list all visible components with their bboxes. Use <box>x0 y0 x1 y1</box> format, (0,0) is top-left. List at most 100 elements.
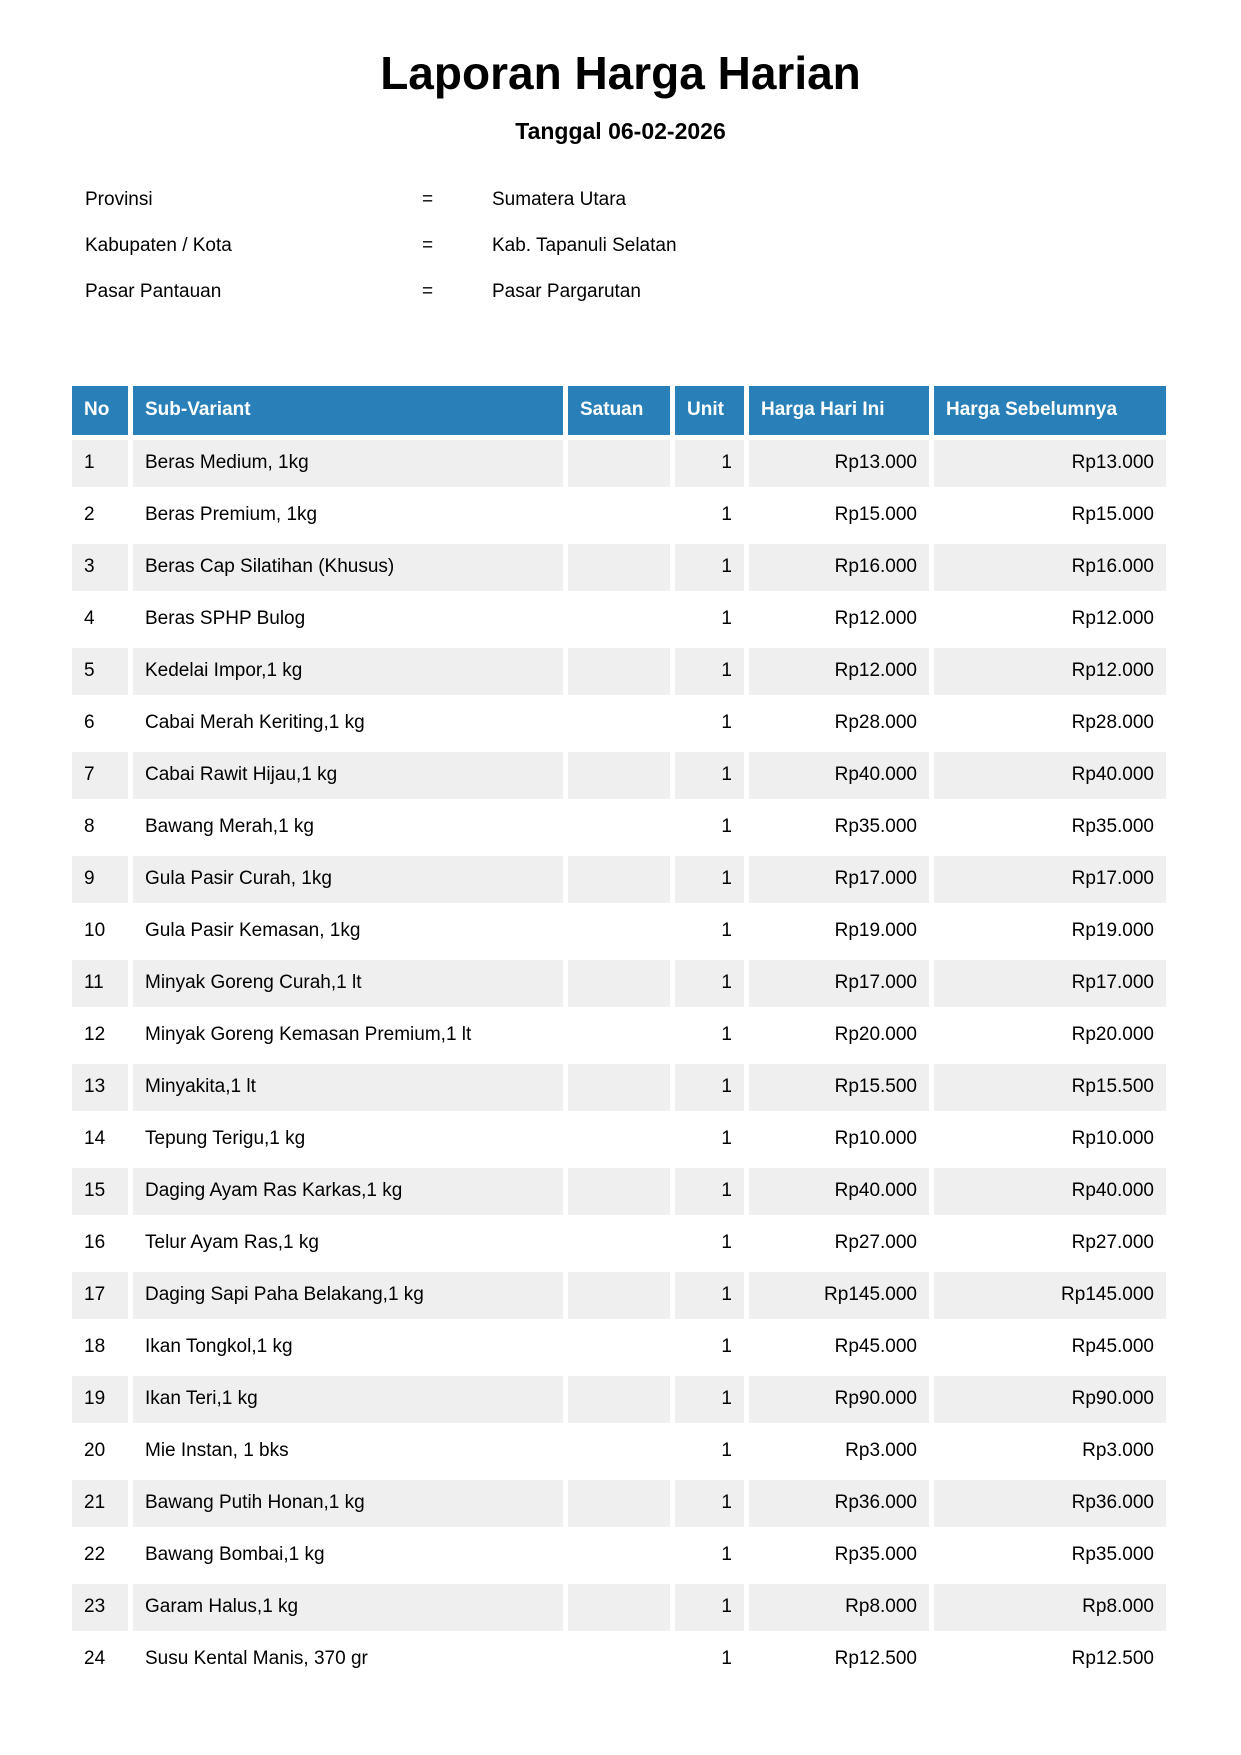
unit-cell: 1 <box>675 543 744 591</box>
provinsi-value: Sumatera Utara <box>492 188 627 210</box>
equals-sign: = <box>422 188 434 210</box>
unit-cell: 1 <box>675 1063 744 1111</box>
sub-variant-cell: Bawang Merah,1 kg <box>133 803 563 851</box>
harga-hari-ini-cell: Rp145.000 <box>749 1271 929 1319</box>
harga-sebelumnya-cell: Rp19.000 <box>934 907 1166 955</box>
sub-variant-cell: Kedelai Impor,1 kg <box>133 647 563 695</box>
table-row: 3 Beras Cap Silatihan (Khusus) 1 Rp16.00… <box>72 543 1166 591</box>
satuan-cell <box>568 959 670 1007</box>
sub-variant-cell: Bawang Bombai,1 kg <box>133 1531 563 1579</box>
column-header-harga-hari-ini: Harga Hari Ini <box>749 385 929 435</box>
harga-hari-ini-cell: Rp12.000 <box>749 647 929 695</box>
row-number-cell: 6 <box>72 699 128 747</box>
report-info: Provinsi = Sumatera Utara Kabupaten / Ko… <box>85 177 1241 315</box>
table-row: 10 Gula Pasir Kemasan, 1kg 1 Rp19.000 Rp… <box>72 907 1166 955</box>
harga-sebelumnya-cell: Rp40.000 <box>934 1167 1166 1215</box>
table-row: 11 Minyak Goreng Curah,1 lt 1 Rp17.000 R… <box>72 959 1166 1007</box>
unit-cell: 1 <box>675 1167 744 1215</box>
row-number-cell: 21 <box>72 1479 128 1527</box>
table-row: 18 Ikan Tongkol,1 kg 1 Rp45.000 Rp45.000 <box>72 1323 1166 1371</box>
satuan-cell <box>568 1531 670 1579</box>
satuan-cell <box>568 1271 670 1319</box>
sub-variant-cell: Mie Instan, 1 bks <box>133 1427 563 1475</box>
table-row: 13 Minyakita,1 lt 1 Rp15.500 Rp15.500 <box>72 1063 1166 1111</box>
row-number-cell: 24 <box>72 1635 128 1683</box>
harga-sebelumnya-cell: Rp35.000 <box>934 803 1166 851</box>
harga-sebelumnya-cell: Rp15.500 <box>934 1063 1166 1111</box>
sub-variant-cell: Ikan Tongkol,1 kg <box>133 1323 563 1371</box>
harga-sebelumnya-cell: Rp27.000 <box>934 1219 1166 1267</box>
satuan-cell <box>568 1479 670 1527</box>
table-row: 15 Daging Ayam Ras Karkas,1 kg 1 Rp40.00… <box>72 1167 1166 1215</box>
table-row: 12 Minyak Goreng Kemasan Premium,1 lt 1 … <box>72 1011 1166 1059</box>
row-number-cell: 18 <box>72 1323 128 1371</box>
satuan-cell <box>568 855 670 903</box>
unit-cell: 1 <box>675 1011 744 1059</box>
column-header-no: No <box>72 385 128 435</box>
unit-cell: 1 <box>675 1271 744 1319</box>
harga-sebelumnya-cell: Rp3.000 <box>934 1427 1166 1475</box>
unit-cell: 1 <box>675 1531 744 1579</box>
harga-sebelumnya-cell: Rp90.000 <box>934 1375 1166 1423</box>
unit-cell: 1 <box>675 1635 744 1683</box>
sub-variant-cell: Tepung Terigu,1 kg <box>133 1115 563 1163</box>
kabupaten-kota-value: Kab. Tapanuli Selatan <box>492 234 677 256</box>
harga-hari-ini-cell: Rp3.000 <box>749 1427 929 1475</box>
column-header-harga-sebelumnya: Harga Sebelumnya <box>934 385 1166 435</box>
satuan-cell <box>568 595 670 643</box>
harga-hari-ini-cell: Rp17.000 <box>749 959 929 1007</box>
satuan-cell <box>568 803 670 851</box>
unit-cell: 1 <box>675 1219 744 1267</box>
harga-sebelumnya-cell: Rp40.000 <box>934 751 1166 799</box>
sub-variant-cell: Minyakita,1 lt <box>133 1063 563 1111</box>
sub-variant-cell: Telur Ayam Ras,1 kg <box>133 1219 563 1267</box>
row-number-cell: 11 <box>72 959 128 1007</box>
table-row: 19 Ikan Teri,1 kg 1 Rp90.000 Rp90.000 <box>72 1375 1166 1423</box>
row-number-cell: 7 <box>72 751 128 799</box>
row-number-cell: 15 <box>72 1167 128 1215</box>
harga-hari-ini-cell: Rp35.000 <box>749 803 929 851</box>
harga-sebelumnya-cell: Rp45.000 <box>934 1323 1166 1371</box>
row-number-cell: 13 <box>72 1063 128 1111</box>
sub-variant-cell: Daging Sapi Paha Belakang,1 kg <box>133 1271 563 1319</box>
row-number-cell: 20 <box>72 1427 128 1475</box>
info-row-kabupaten-kota: Kabupaten / Kota = Kab. Tapanuli Selatan <box>85 223 1241 269</box>
unit-cell: 1 <box>675 699 744 747</box>
satuan-cell <box>568 699 670 747</box>
unit-cell: 1 <box>675 1323 744 1371</box>
column-header-satuan: Satuan <box>568 385 670 435</box>
table-row: 23 Garam Halus,1 kg 1 Rp8.000 Rp8.000 <box>72 1583 1166 1631</box>
harga-sebelumnya-cell: Rp17.000 <box>934 855 1166 903</box>
unit-cell: 1 <box>675 1479 744 1527</box>
harga-sebelumnya-cell: Rp35.000 <box>934 1531 1166 1579</box>
unit-cell: 1 <box>675 1427 744 1475</box>
sub-variant-cell: Beras SPHP Bulog <box>133 595 563 643</box>
provinsi-label: Provinsi <box>85 188 153 210</box>
equals-sign: = <box>422 280 434 302</box>
row-number-cell: 16 <box>72 1219 128 1267</box>
row-number-cell: 2 <box>72 491 128 539</box>
satuan-cell <box>568 1011 670 1059</box>
sub-variant-cell: Daging Ayam Ras Karkas,1 kg <box>133 1167 563 1215</box>
harga-hari-ini-cell: Rp36.000 <box>749 1479 929 1527</box>
pasar-pantauan-label: Pasar Pantauan <box>85 280 222 302</box>
sub-variant-cell: Gula Pasir Curah, 1kg <box>133 855 563 903</box>
pasar-pantauan-value: Pasar Pargarutan <box>492 280 641 302</box>
table-row: 21 Bawang Putih Honan,1 kg 1 Rp36.000 Rp… <box>72 1479 1166 1527</box>
unit-cell: 1 <box>675 959 744 1007</box>
satuan-cell <box>568 1167 670 1215</box>
sub-variant-cell: Garam Halus,1 kg <box>133 1583 563 1631</box>
harga-sebelumnya-cell: Rp10.000 <box>934 1115 1166 1163</box>
harga-hari-ini-cell: Rp19.000 <box>749 907 929 955</box>
sub-variant-cell: Minyak Goreng Kemasan Premium,1 lt <box>133 1011 563 1059</box>
harga-hari-ini-cell: Rp13.000 <box>749 439 929 487</box>
unit-cell: 1 <box>675 803 744 851</box>
harga-hari-ini-cell: Rp15.500 <box>749 1063 929 1111</box>
satuan-cell <box>568 1375 670 1423</box>
harga-sebelumnya-cell: Rp12.000 <box>934 647 1166 695</box>
harga-sebelumnya-cell: Rp13.000 <box>934 439 1166 487</box>
harga-sebelumnya-cell: Rp8.000 <box>934 1583 1166 1631</box>
satuan-cell <box>568 907 670 955</box>
table-row: 6 Cabai Merah Keriting,1 kg 1 Rp28.000 R… <box>72 699 1166 747</box>
sub-variant-cell: Beras Cap Silatihan (Khusus) <box>133 543 563 591</box>
